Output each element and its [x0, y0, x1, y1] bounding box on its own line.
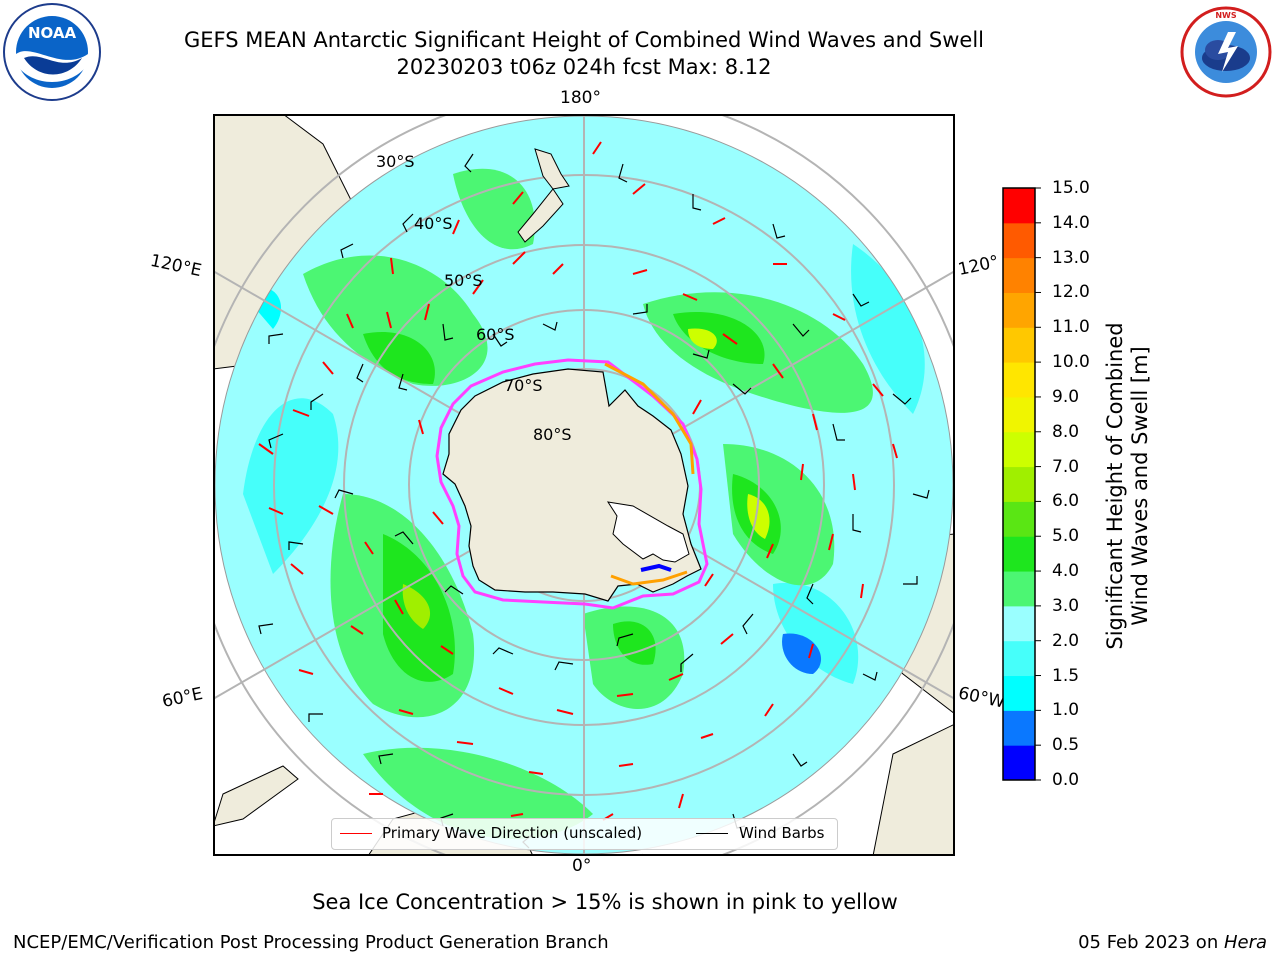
- polar-map: [213, 114, 955, 856]
- colorbar-bin: [1003, 327, 1035, 363]
- colorbar-bin: [1003, 292, 1035, 328]
- colorbar-tick-label: 14.0: [1052, 212, 1090, 233]
- lon-label-120e: 120°E: [148, 250, 204, 282]
- svg-text:NOAA: NOAA: [28, 24, 77, 42]
- colorbar-bin: [1003, 605, 1035, 642]
- lat-label-30s: 30°S: [376, 152, 415, 171]
- footer-date: 05 Feb 2023 on Hera: [1078, 932, 1267, 953]
- new-zealand-land: [534, 148, 570, 190]
- peninsula-land: [606, 501, 690, 563]
- colorbar-bin: [1003, 362, 1035, 398]
- svg-text:NWS: NWS: [1215, 11, 1237, 20]
- colorbar: [1002, 187, 1041, 781]
- colorbar-bin: [1003, 571, 1035, 607]
- sea-ice-caption: Sea Ice Concentration > 15% is shown in …: [0, 890, 1280, 914]
- lat-label-50s: 50°S: [444, 271, 483, 290]
- lat-label-80s: 80°S: [533, 425, 572, 444]
- colorbar-tick-label: 6.0: [1052, 491, 1080, 512]
- colorbar-tick-label: 9.0: [1052, 386, 1080, 407]
- colorbar-tick-label: 0.0: [1052, 770, 1080, 790]
- nws-logo: NWS: [1180, 6, 1272, 98]
- colorbar-bin: [1003, 222, 1035, 259]
- chart-subtitle: 20230203 t06z 024h fcst Max: 8.12: [396, 55, 772, 79]
- colorbar-tick-label: 8.0: [1052, 421, 1080, 442]
- lon-label-60e: 60°E: [160, 683, 205, 713]
- wind-barbs-legend-line: [696, 833, 728, 834]
- colorbar-tick-label: 4.0: [1052, 561, 1080, 582]
- chart-title: GEFS MEAN Antarctic Significant Height o…: [183, 28, 985, 52]
- lon-label-0: 0°: [572, 856, 592, 876]
- lon-label-180: 180°: [560, 88, 601, 108]
- colorbar-bin: [1003, 501, 1035, 537]
- lon-label-60w: 60°W: [956, 683, 1007, 713]
- colorbar-bin: [1003, 745, 1035, 781]
- colorbar-tick-label: 1.5: [1052, 665, 1080, 686]
- colorbar-tick-label: 5.0: [1052, 526, 1080, 547]
- wind-barbs: [258, 153, 930, 856]
- colorbar-bin: [1003, 466, 1035, 502]
- sea-ice-caption-text: Sea Ice Concentration > 15% is shown in …: [312, 890, 898, 914]
- colorbar-tick-label: 11.0: [1052, 317, 1090, 338]
- lat-label-60s: 60°S: [476, 325, 515, 344]
- colorbar-tick-label: 0.5: [1052, 735, 1080, 756]
- wave-field-cyan: [243, 398, 339, 574]
- colorbar-tick-label: 3.0: [1052, 595, 1080, 616]
- colorbar-tick-label: 10.0: [1052, 352, 1090, 373]
- colorbar-tick-label: 12.0: [1052, 282, 1090, 303]
- colorbar-tick-label: 7.0: [1052, 456, 1080, 477]
- lat-label-70s: 70°S: [504, 376, 543, 395]
- colorbar-bin: [1003, 536, 1035, 572]
- colorbar-label-line1: Significant Height of Combined: [1103, 322, 1127, 650]
- wave-field-band: [303, 255, 488, 386]
- footer-host: Hera: [1223, 932, 1267, 953]
- colorbar-bin: [1003, 675, 1035, 711]
- right-bottom-land: [872, 723, 955, 856]
- sea-ice-edge: [435, 358, 709, 610]
- lon-label-120w: 120°: [956, 251, 1001, 281]
- colorbar-frame: [1002, 187, 1036, 781]
- lat-label-40s: 40°S: [414, 214, 453, 233]
- colorbar-bin: [1003, 640, 1035, 677]
- colorbar-tick-label: 2.0: [1052, 630, 1080, 651]
- wave-direction-legend-line: [340, 833, 372, 834]
- colorbar-bin: [1003, 396, 1035, 433]
- colorbar-bin: [1003, 188, 1035, 224]
- colorbar-label-line2: Wind Waves and Swell [m]: [1128, 346, 1152, 626]
- colorbar-tick-label: 15.0: [1052, 178, 1090, 198]
- wave-direction-arrows: [258, 141, 898, 821]
- colorbar-bin: [1003, 257, 1035, 293]
- colorbar-tick-label: 1.0: [1052, 700, 1080, 721]
- wind-barbs-legend-label: Wind Barbs: [739, 824, 825, 842]
- footer-branch: NCEP/EMC/Verification Post Processing Pr…: [13, 932, 609, 953]
- noaa-logo: NOAA: [3, 3, 101, 101]
- colorbar-label: Significant Height of Combined Wind Wave…: [1103, 286, 1153, 686]
- footer-date-text: 05 Feb 2023 on: [1078, 932, 1224, 953]
- map-legend: Primary Wave Direction (unscaled) Wind B…: [331, 818, 838, 850]
- colorbar-bin: [1003, 431, 1035, 468]
- colorbar-bin: [1003, 710, 1035, 746]
- wave-direction-legend-label: Primary Wave Direction (unscaled): [382, 824, 643, 842]
- colorbar-tick-label: 13.0: [1052, 247, 1090, 268]
